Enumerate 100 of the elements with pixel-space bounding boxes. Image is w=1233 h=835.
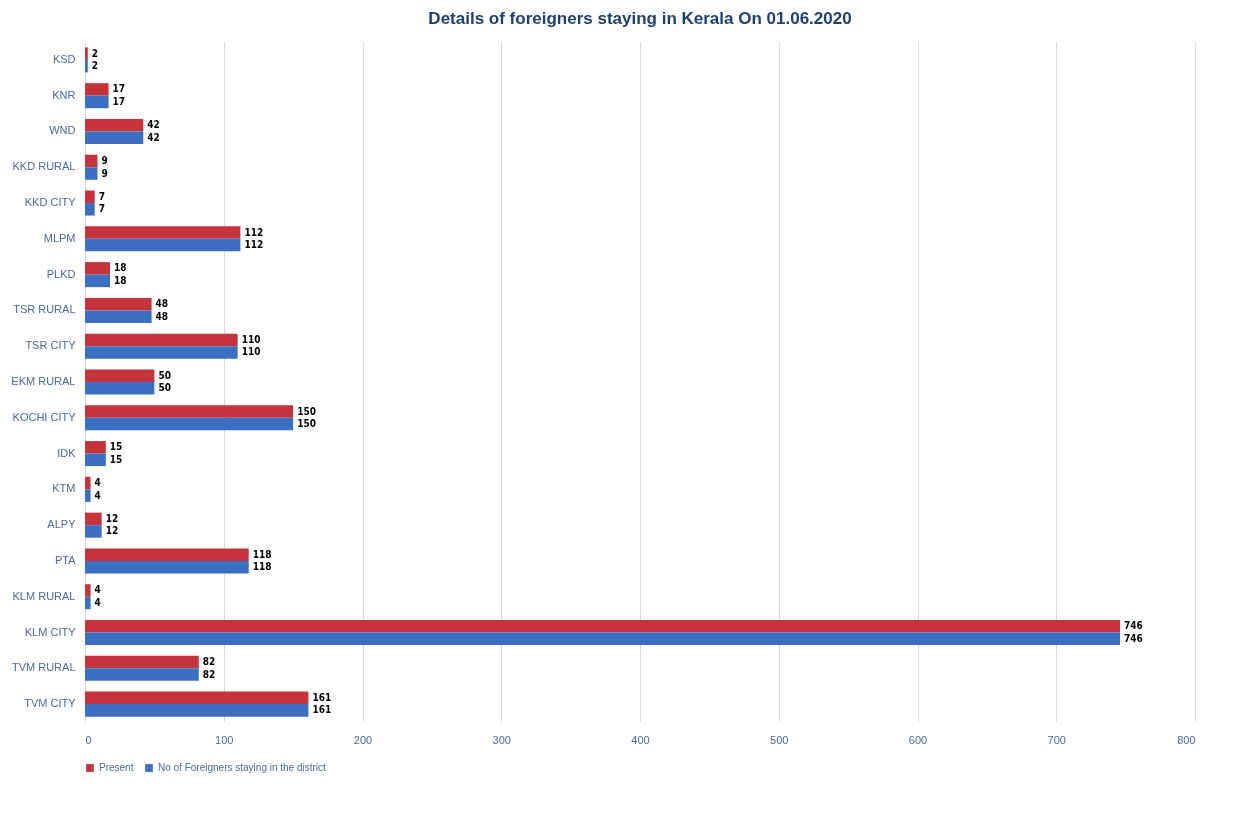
y-tick-label: IDK (57, 446, 77, 459)
bar (85, 95, 109, 109)
data-label: 112 (244, 239, 264, 251)
bar (85, 704, 309, 717)
bar (85, 417, 294, 431)
bar (85, 238, 241, 252)
y-tick-label: PLKD (46, 267, 76, 280)
data-label: 2 (91, 47, 99, 59)
x-tick-label: 500 (770, 733, 789, 746)
bar (85, 512, 102, 526)
data-label: 161 (312, 691, 332, 703)
bar (85, 632, 1121, 646)
bar (85, 620, 1121, 633)
data-label: 4 (94, 477, 101, 489)
x-tick-label: 300 (492, 733, 511, 746)
bar (85, 190, 95, 204)
y-tick-label: KSD (52, 52, 76, 65)
data-label: 4 (94, 597, 101, 608)
bar (85, 560, 249, 574)
bar (85, 476, 91, 490)
chart-title: Details of foreigners staying in Kerala On 01.06.2020 (428, 9, 852, 28)
bar (85, 167, 98, 180)
bar (85, 83, 109, 96)
y-tick-label: KKD RURAL (12, 160, 76, 173)
bar (85, 333, 238, 347)
x-tick-label: 400 (631, 733, 650, 746)
data-label: 9 (101, 155, 108, 166)
data-label: 2 (91, 60, 99, 72)
bar (85, 596, 91, 610)
y-tick-label: KNR (52, 88, 76, 101)
data-label: 7 (98, 203, 105, 215)
bar (85, 59, 88, 73)
data-label: 161 (312, 704, 332, 716)
data-label: 42 (147, 119, 160, 131)
data-label: 7 (98, 190, 105, 202)
x-tick-label: 600 (908, 733, 928, 746)
bar (85, 525, 102, 538)
y-tick-label: WND (49, 124, 76, 137)
x-tick-label: 700 (1047, 733, 1066, 746)
data-label: 12 (105, 525, 119, 537)
data-label: 82 (202, 668, 216, 680)
data-label: 82 (202, 656, 216, 668)
data-label: 18 (113, 274, 127, 286)
bar (85, 584, 91, 597)
bar (85, 453, 106, 467)
y-tick-label: ALPY (47, 518, 77, 531)
data-label: 118 (252, 548, 272, 560)
data-label: 50 (158, 369, 171, 381)
y-tick-label: KKD CITY (24, 196, 77, 209)
bar (85, 226, 241, 239)
data-label: 12 (105, 512, 119, 524)
data-label: 110 (241, 333, 261, 345)
bar (85, 203, 95, 216)
bar (85, 47, 88, 60)
data-label: 150 (297, 405, 316, 417)
data-label: 746 (1124, 620, 1143, 632)
data-label: 4 (94, 489, 101, 501)
data-label: 15 (109, 441, 123, 453)
data-label: 9 (101, 167, 108, 179)
legend-label: No of Foreigners staying in the district (158, 762, 327, 773)
data-label: 48 (155, 298, 169, 310)
bar (85, 118, 144, 132)
bar (85, 691, 309, 705)
data-label: 112 (244, 226, 264, 238)
bar (85, 274, 110, 288)
data-label: 48 (155, 310, 169, 322)
y-tick-label: KOCHI CITY (12, 410, 77, 423)
legend-label: Present (99, 762, 134, 773)
bar (85, 154, 98, 168)
data-label: 110 (241, 346, 261, 358)
data-label: 17 (112, 95, 126, 107)
data-label: 150 (297, 418, 316, 430)
y-tick-label: TVM RURAL (11, 661, 76, 674)
bar (85, 441, 106, 454)
data-label: 4 (94, 584, 101, 596)
y-tick-label: EKM RURAL (11, 375, 76, 387)
data-label: 118 (252, 561, 272, 573)
bar (85, 310, 152, 323)
y-tick-label: KTM (52, 482, 76, 495)
bar (85, 382, 155, 395)
data-label: 15 (109, 453, 123, 465)
data-label: 17 (112, 83, 126, 95)
bar (85, 489, 91, 502)
bar (85, 297, 152, 311)
data-label: 746 (1124, 632, 1143, 644)
data-label: 18 (113, 262, 127, 274)
y-tick-label: TSR CITY (25, 339, 77, 352)
x-tick-label: 200 (353, 733, 373, 746)
x-tick-label: 800 (1177, 733, 1196, 746)
y-tick-label: KLM CITY (24, 625, 77, 638)
x-tick-label: 100 (215, 733, 234, 746)
bar (85, 346, 238, 359)
bar (85, 369, 155, 382)
bar (85, 655, 199, 669)
x-tick-label: 0 (85, 733, 92, 746)
data-label: 50 (158, 382, 171, 394)
y-tick-label: TSR RURAL (13, 303, 76, 316)
bar (85, 548, 249, 561)
y-tick-label: MLPM (43, 231, 76, 244)
y-tick-label: TVM CITY (24, 697, 77, 710)
